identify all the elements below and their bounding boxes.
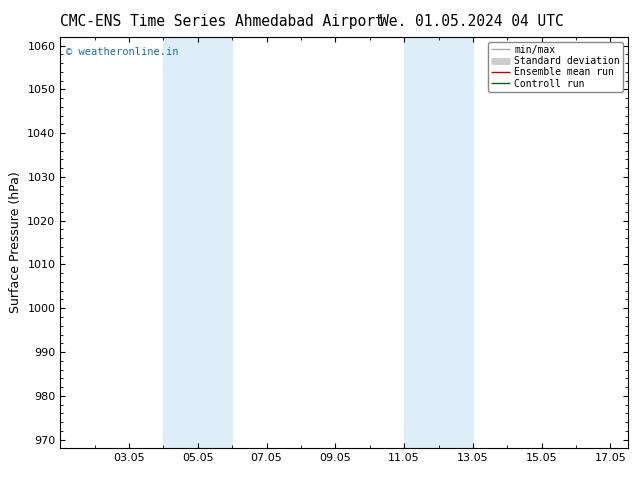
Bar	[404, 37, 473, 448]
Text: CMC-ENS Time Series Ahmedabad Airport: CMC-ENS Time Series Ahmedabad Airport	[60, 14, 384, 29]
Y-axis label: Surface Pressure (hPa): Surface Pressure (hPa)	[9, 172, 22, 314]
Legend: min/max, Standard deviation, Ensemble mean run, Controll run: min/max, Standard deviation, Ensemble me…	[488, 42, 623, 92]
Text: We. 01.05.2024 04 UTC: We. 01.05.2024 04 UTC	[380, 14, 564, 29]
Bar	[164, 37, 232, 448]
Text: © weatheronline.in: © weatheronline.in	[66, 47, 178, 57]
